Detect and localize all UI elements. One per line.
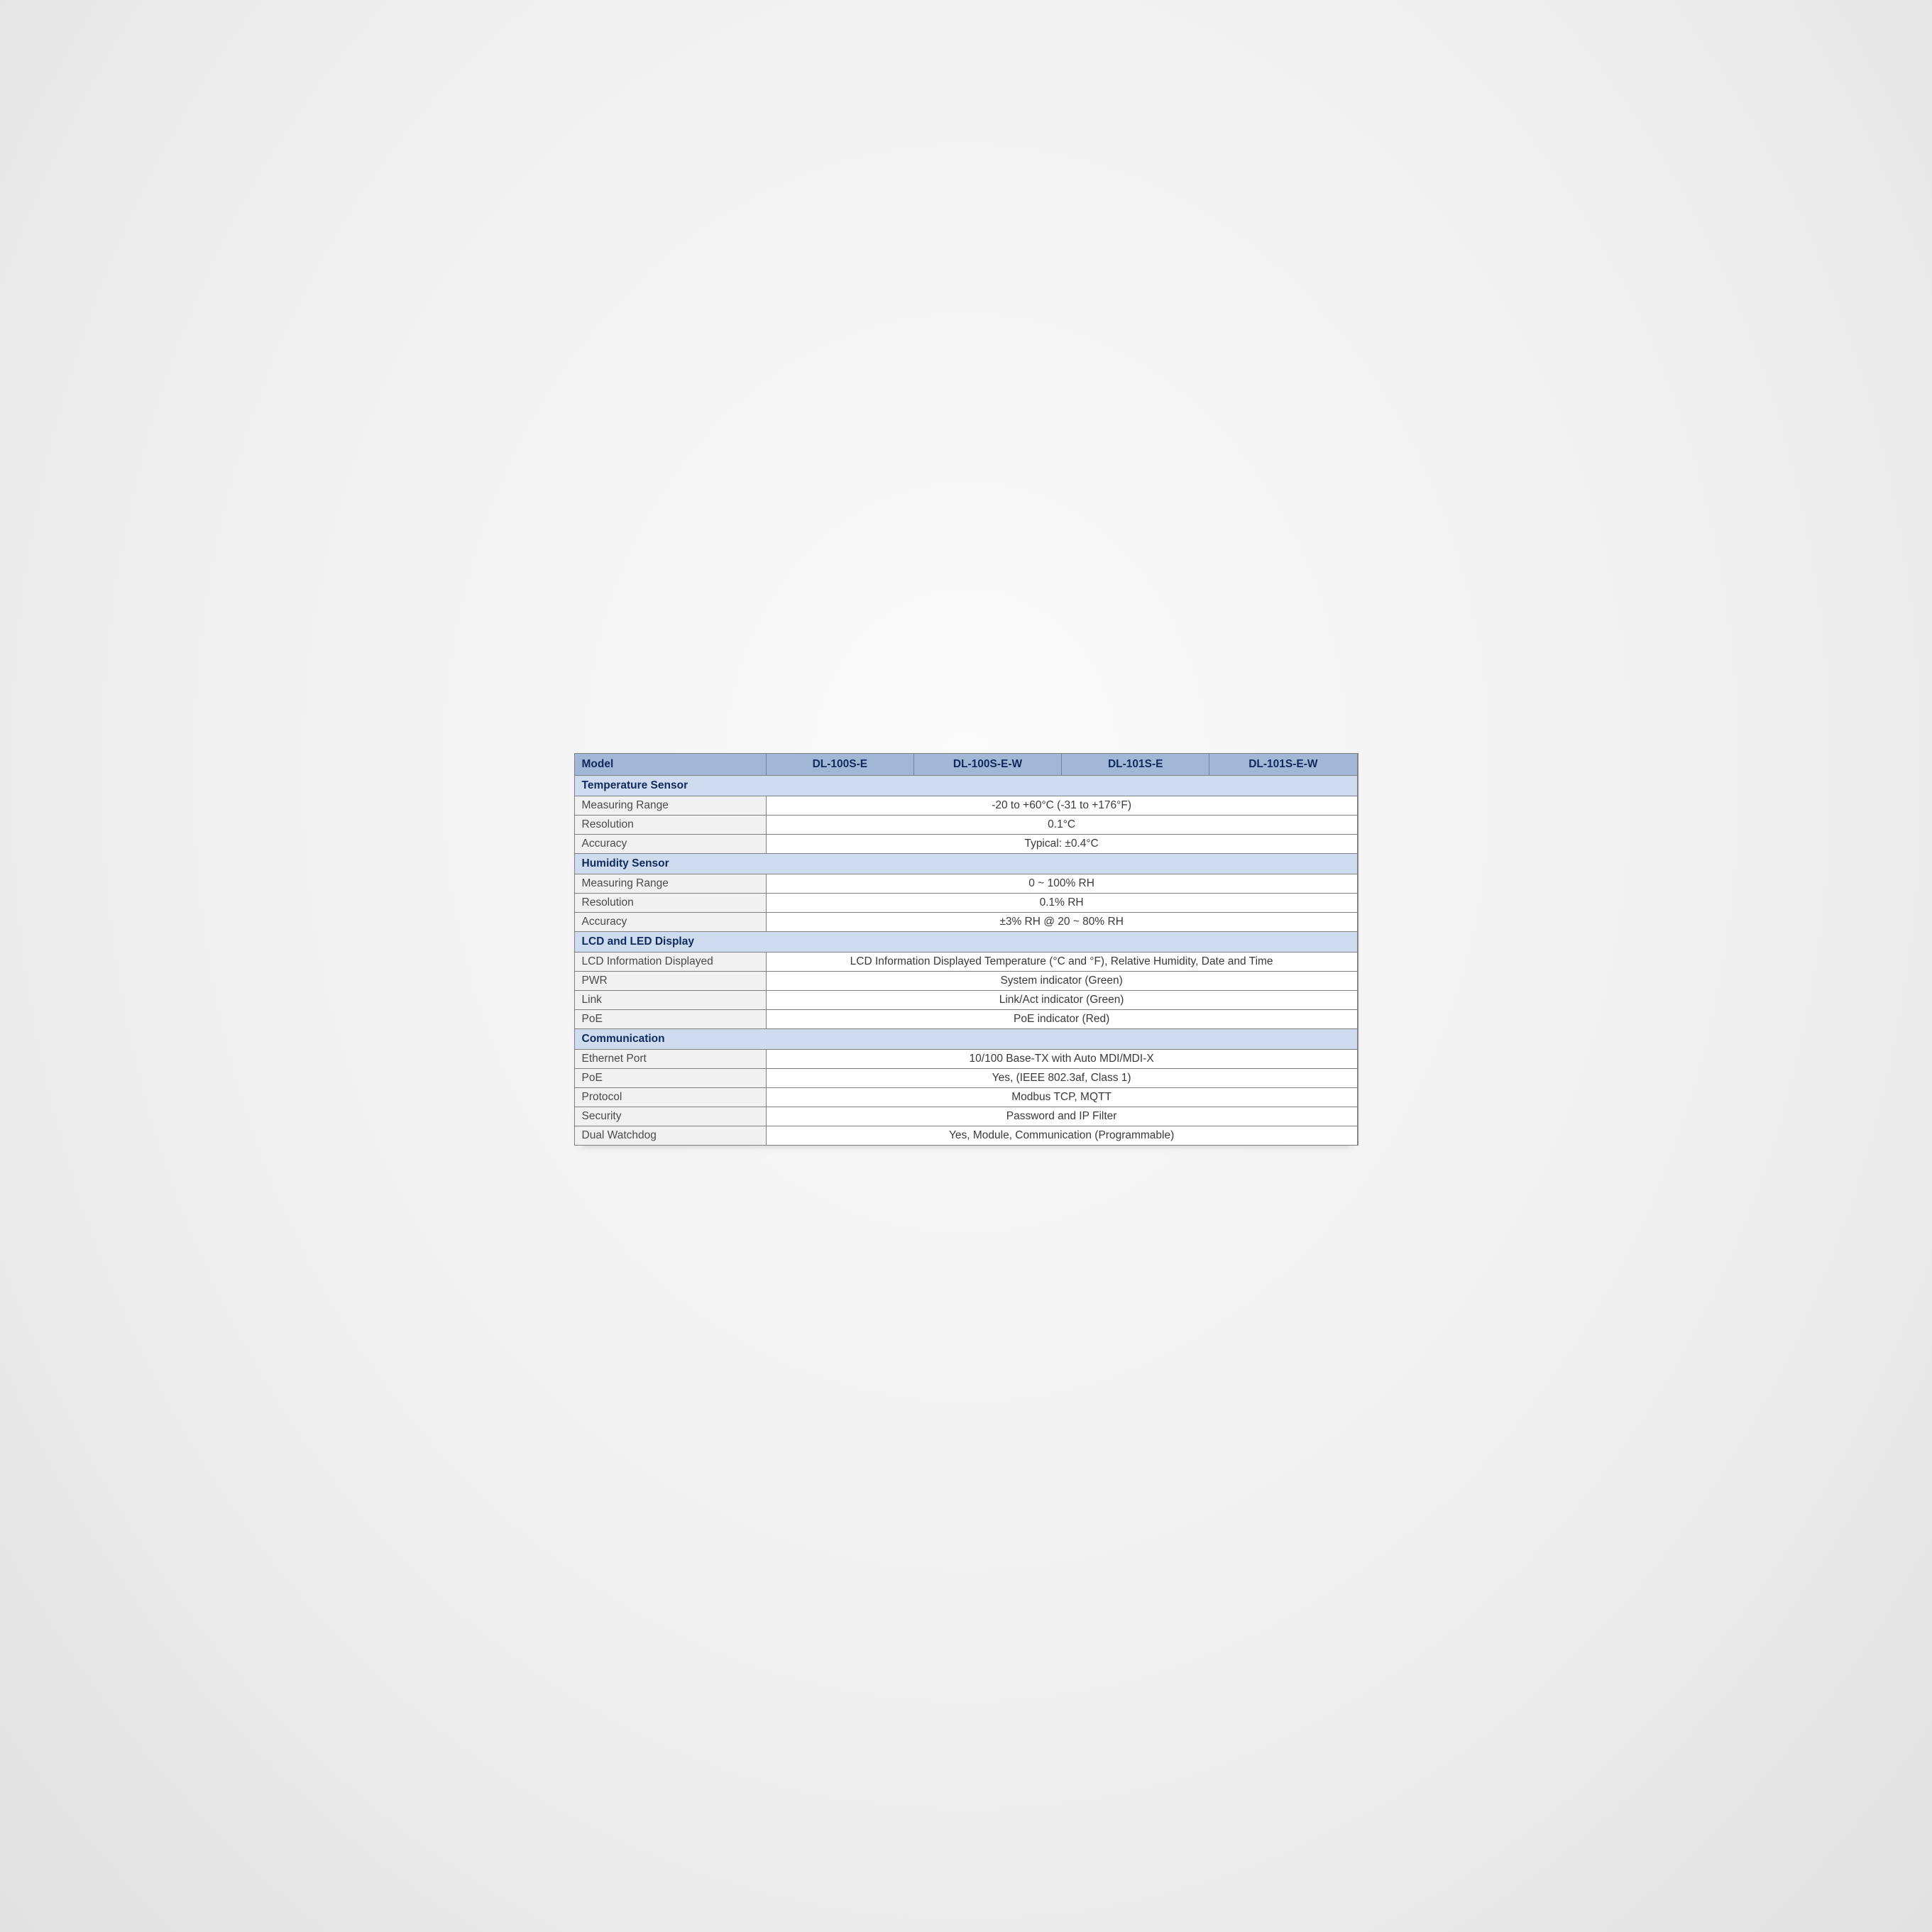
row-label: Ethernet Port xyxy=(574,1049,766,1068)
table-row: LCD Information Displayed LCD Informatio… xyxy=(574,952,1357,971)
section-heading: Humidity Sensor xyxy=(574,853,1357,874)
row-value: LCD Information Displayed Temperature (°… xyxy=(766,952,1357,971)
row-label: LCD Information Displayed xyxy=(574,952,766,971)
table-row: Resolution 0.1°C xyxy=(574,815,1357,834)
row-label: Protocol xyxy=(574,1087,766,1107)
table-row: Protocol Modbus TCP, MQTT xyxy=(574,1087,1357,1107)
table-row: Accuracy ±3% RH @ 20 ~ 80% RH xyxy=(574,912,1357,931)
table-row: Resolution 0.1% RH xyxy=(574,893,1357,912)
header-model-1: DL-100S-E-W xyxy=(913,753,1061,775)
section-heading: Temperature Sensor xyxy=(574,775,1357,796)
row-label: Measuring Range xyxy=(574,874,766,893)
row-value: Password and IP Filter xyxy=(766,1107,1357,1126)
row-label: Resolution xyxy=(574,815,766,834)
table-row: Accuracy Typical: ±0.4°C xyxy=(574,834,1357,853)
table-row: Measuring Range 0 ~ 100% RH xyxy=(574,874,1357,893)
table-row: Link Link/Act indicator (Green) xyxy=(574,990,1357,1009)
row-value: Yes, Module, Communication (Programmable… xyxy=(766,1126,1357,1145)
row-value: 10/100 Base-TX with Auto MDI/MDI-X xyxy=(766,1049,1357,1068)
row-value: PoE indicator (Red) xyxy=(766,1009,1357,1028)
section-title: Humidity Sensor xyxy=(574,853,1357,874)
table-row: PoE PoE indicator (Red) xyxy=(574,1009,1357,1028)
row-label: PoE xyxy=(574,1009,766,1028)
header-model-label: Model xyxy=(574,753,766,775)
section-title: Communication xyxy=(574,1028,1357,1049)
row-label: Resolution xyxy=(574,893,766,912)
row-value: Typical: ±0.4°C xyxy=(766,834,1357,853)
section-title: LCD and LED Display xyxy=(574,931,1357,952)
row-label: PWR xyxy=(574,971,766,990)
header-model-3: DL-101S-E-W xyxy=(1209,753,1357,775)
table-header-row: Model DL-100S-E DL-100S-E-W DL-101S-E DL… xyxy=(574,753,1357,775)
section-heading: LCD and LED Display xyxy=(574,931,1357,952)
row-value: ±3% RH @ 20 ~ 80% RH xyxy=(766,912,1357,931)
spec-table: Model DL-100S-E DL-100S-E-W DL-101S-E DL… xyxy=(574,753,1358,1146)
header-model-0: DL-100S-E xyxy=(766,753,913,775)
row-label: Security xyxy=(574,1107,766,1126)
spec-table-container: Model DL-100S-E DL-100S-E-W DL-101S-E DL… xyxy=(574,753,1359,1146)
table-row: PWR System indicator (Green) xyxy=(574,971,1357,990)
table-row: Measuring Range -20 to +60°C (-31 to +17… xyxy=(574,796,1357,815)
table-row: PoE Yes, (IEEE 802.3af, Class 1) xyxy=(574,1068,1357,1087)
page: Model DL-100S-E DL-100S-E-W DL-101S-E DL… xyxy=(540,540,1392,1392)
row-value: Yes, (IEEE 802.3af, Class 1) xyxy=(766,1068,1357,1087)
table-row: Ethernet Port 10/100 Base-TX with Auto M… xyxy=(574,1049,1357,1068)
table-row: Security Password and IP Filter xyxy=(574,1107,1357,1126)
row-label: Link xyxy=(574,990,766,1009)
row-label: PoE xyxy=(574,1068,766,1087)
row-value: 0.1% RH xyxy=(766,893,1357,912)
row-label: Accuracy xyxy=(574,834,766,853)
row-value: Link/Act indicator (Green) xyxy=(766,990,1357,1009)
row-value: -20 to +60°C (-31 to +176°F) xyxy=(766,796,1357,815)
section-title: Temperature Sensor xyxy=(574,775,1357,796)
row-label: Measuring Range xyxy=(574,796,766,815)
header-model-2: DL-101S-E xyxy=(1062,753,1209,775)
row-label: Accuracy xyxy=(574,912,766,931)
row-label: Dual Watchdog xyxy=(574,1126,766,1145)
row-value: System indicator (Green) xyxy=(766,971,1357,990)
section-heading: Communication xyxy=(574,1028,1357,1049)
row-value: 0.1°C xyxy=(766,815,1357,834)
row-value: Modbus TCP, MQTT xyxy=(766,1087,1357,1107)
row-value: 0 ~ 100% RH xyxy=(766,874,1357,893)
table-row: Dual Watchdog Yes, Module, Communication… xyxy=(574,1126,1357,1145)
